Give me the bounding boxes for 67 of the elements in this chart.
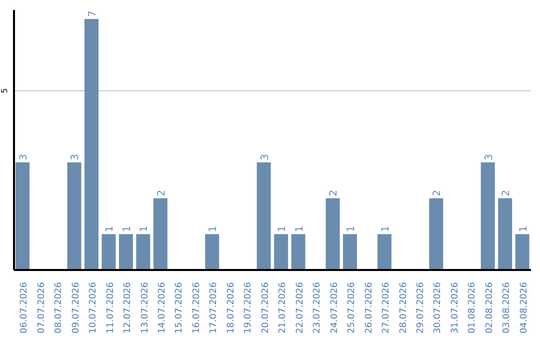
data-label: 2	[156, 190, 168, 196]
x-tick-label: 26.07.2026	[364, 282, 374, 334]
bar	[429, 198, 444, 270]
x-tick-label: 04.08.2026	[519, 282, 530, 334]
data-label: 1	[346, 226, 357, 232]
data-label: 3	[260, 154, 271, 160]
x-tick-label: 18.07.2026	[226, 282, 236, 334]
x-tick-label: 31.07.2026	[450, 282, 460, 334]
data-label: 3	[70, 154, 82, 160]
x-tick-label: 20.07.2026	[260, 282, 271, 334]
data-label: 2	[432, 190, 444, 196]
data-label: 7	[87, 10, 98, 17]
x-tick-label: 02.08.2026	[484, 282, 495, 334]
data-label: 1	[122, 226, 133, 232]
x-tick-label: 19.07.2026	[244, 282, 254, 334]
data-label: 1	[139, 226, 150, 232]
x-tick-label: 29.07.2026	[416, 282, 426, 334]
bar	[256, 162, 271, 270]
x-tick-label: 27.07.2026	[382, 282, 392, 334]
bar	[515, 234, 530, 270]
bar	[67, 162, 82, 270]
bar	[118, 234, 133, 270]
data-label: 1	[104, 226, 116, 232]
x-tick-label: 07.07.2026	[36, 282, 47, 334]
bar	[326, 198, 340, 270]
x-tick-label: 10.07.2026	[88, 282, 99, 334]
data-label: 1	[277, 226, 288, 232]
data-label: 1	[518, 226, 530, 232]
x-tick-label: 24.07.2026	[330, 282, 340, 334]
bar	[480, 162, 495, 270]
data-label: 1	[294, 226, 306, 232]
x-tick-label: 01.08.2026	[468, 282, 478, 334]
x-tick-label: 11.07.2026	[106, 282, 116, 334]
bar	[16, 162, 30, 270]
x-tick-label: 13.07.2026	[140, 282, 150, 334]
bar	[84, 18, 98, 270]
bar	[342, 234, 357, 270]
x-tick-label: 30.07.2026	[433, 282, 444, 334]
x-tick-label: 25.07.2026	[347, 282, 358, 334]
data-label: 1	[208, 226, 220, 232]
data-label: 2	[501, 190, 512, 196]
x-tick-label: 21.07.2026	[278, 282, 288, 334]
x-tick-label: 16.07.2026	[192, 282, 202, 334]
y-tick-label: 5	[0, 88, 9, 94]
bar	[377, 234, 392, 270]
x-tick-label: 28.07.2026	[398, 282, 409, 334]
bar	[291, 234, 306, 270]
bar	[102, 234, 116, 270]
bar	[205, 234, 220, 270]
data-label: 3	[18, 154, 30, 160]
x-tick-label: 12.07.2026	[123, 282, 134, 334]
x-tick-label: 22.07.2026	[295, 282, 306, 334]
bar	[498, 198, 512, 270]
bar	[153, 198, 168, 270]
x-tick-label: 15.07.2026	[174, 282, 185, 334]
x-tick-label: 09.07.2026	[71, 282, 82, 334]
x-tick-label: 17.07.2026	[209, 282, 220, 334]
data-label: 1	[380, 226, 392, 232]
x-tick-label: 23.07.2026	[312, 282, 323, 334]
data-label: 2	[328, 190, 340, 196]
bar	[274, 234, 288, 270]
x-tick-label: 08.07.2026	[54, 282, 64, 334]
x-tick-label: 14.07.2026	[157, 282, 168, 334]
x-tick-label: 06.07.2026	[20, 282, 30, 334]
data-label: 3	[484, 154, 495, 160]
x-tick-label: 03.08.2026	[502, 282, 512, 334]
bar	[136, 234, 150, 270]
